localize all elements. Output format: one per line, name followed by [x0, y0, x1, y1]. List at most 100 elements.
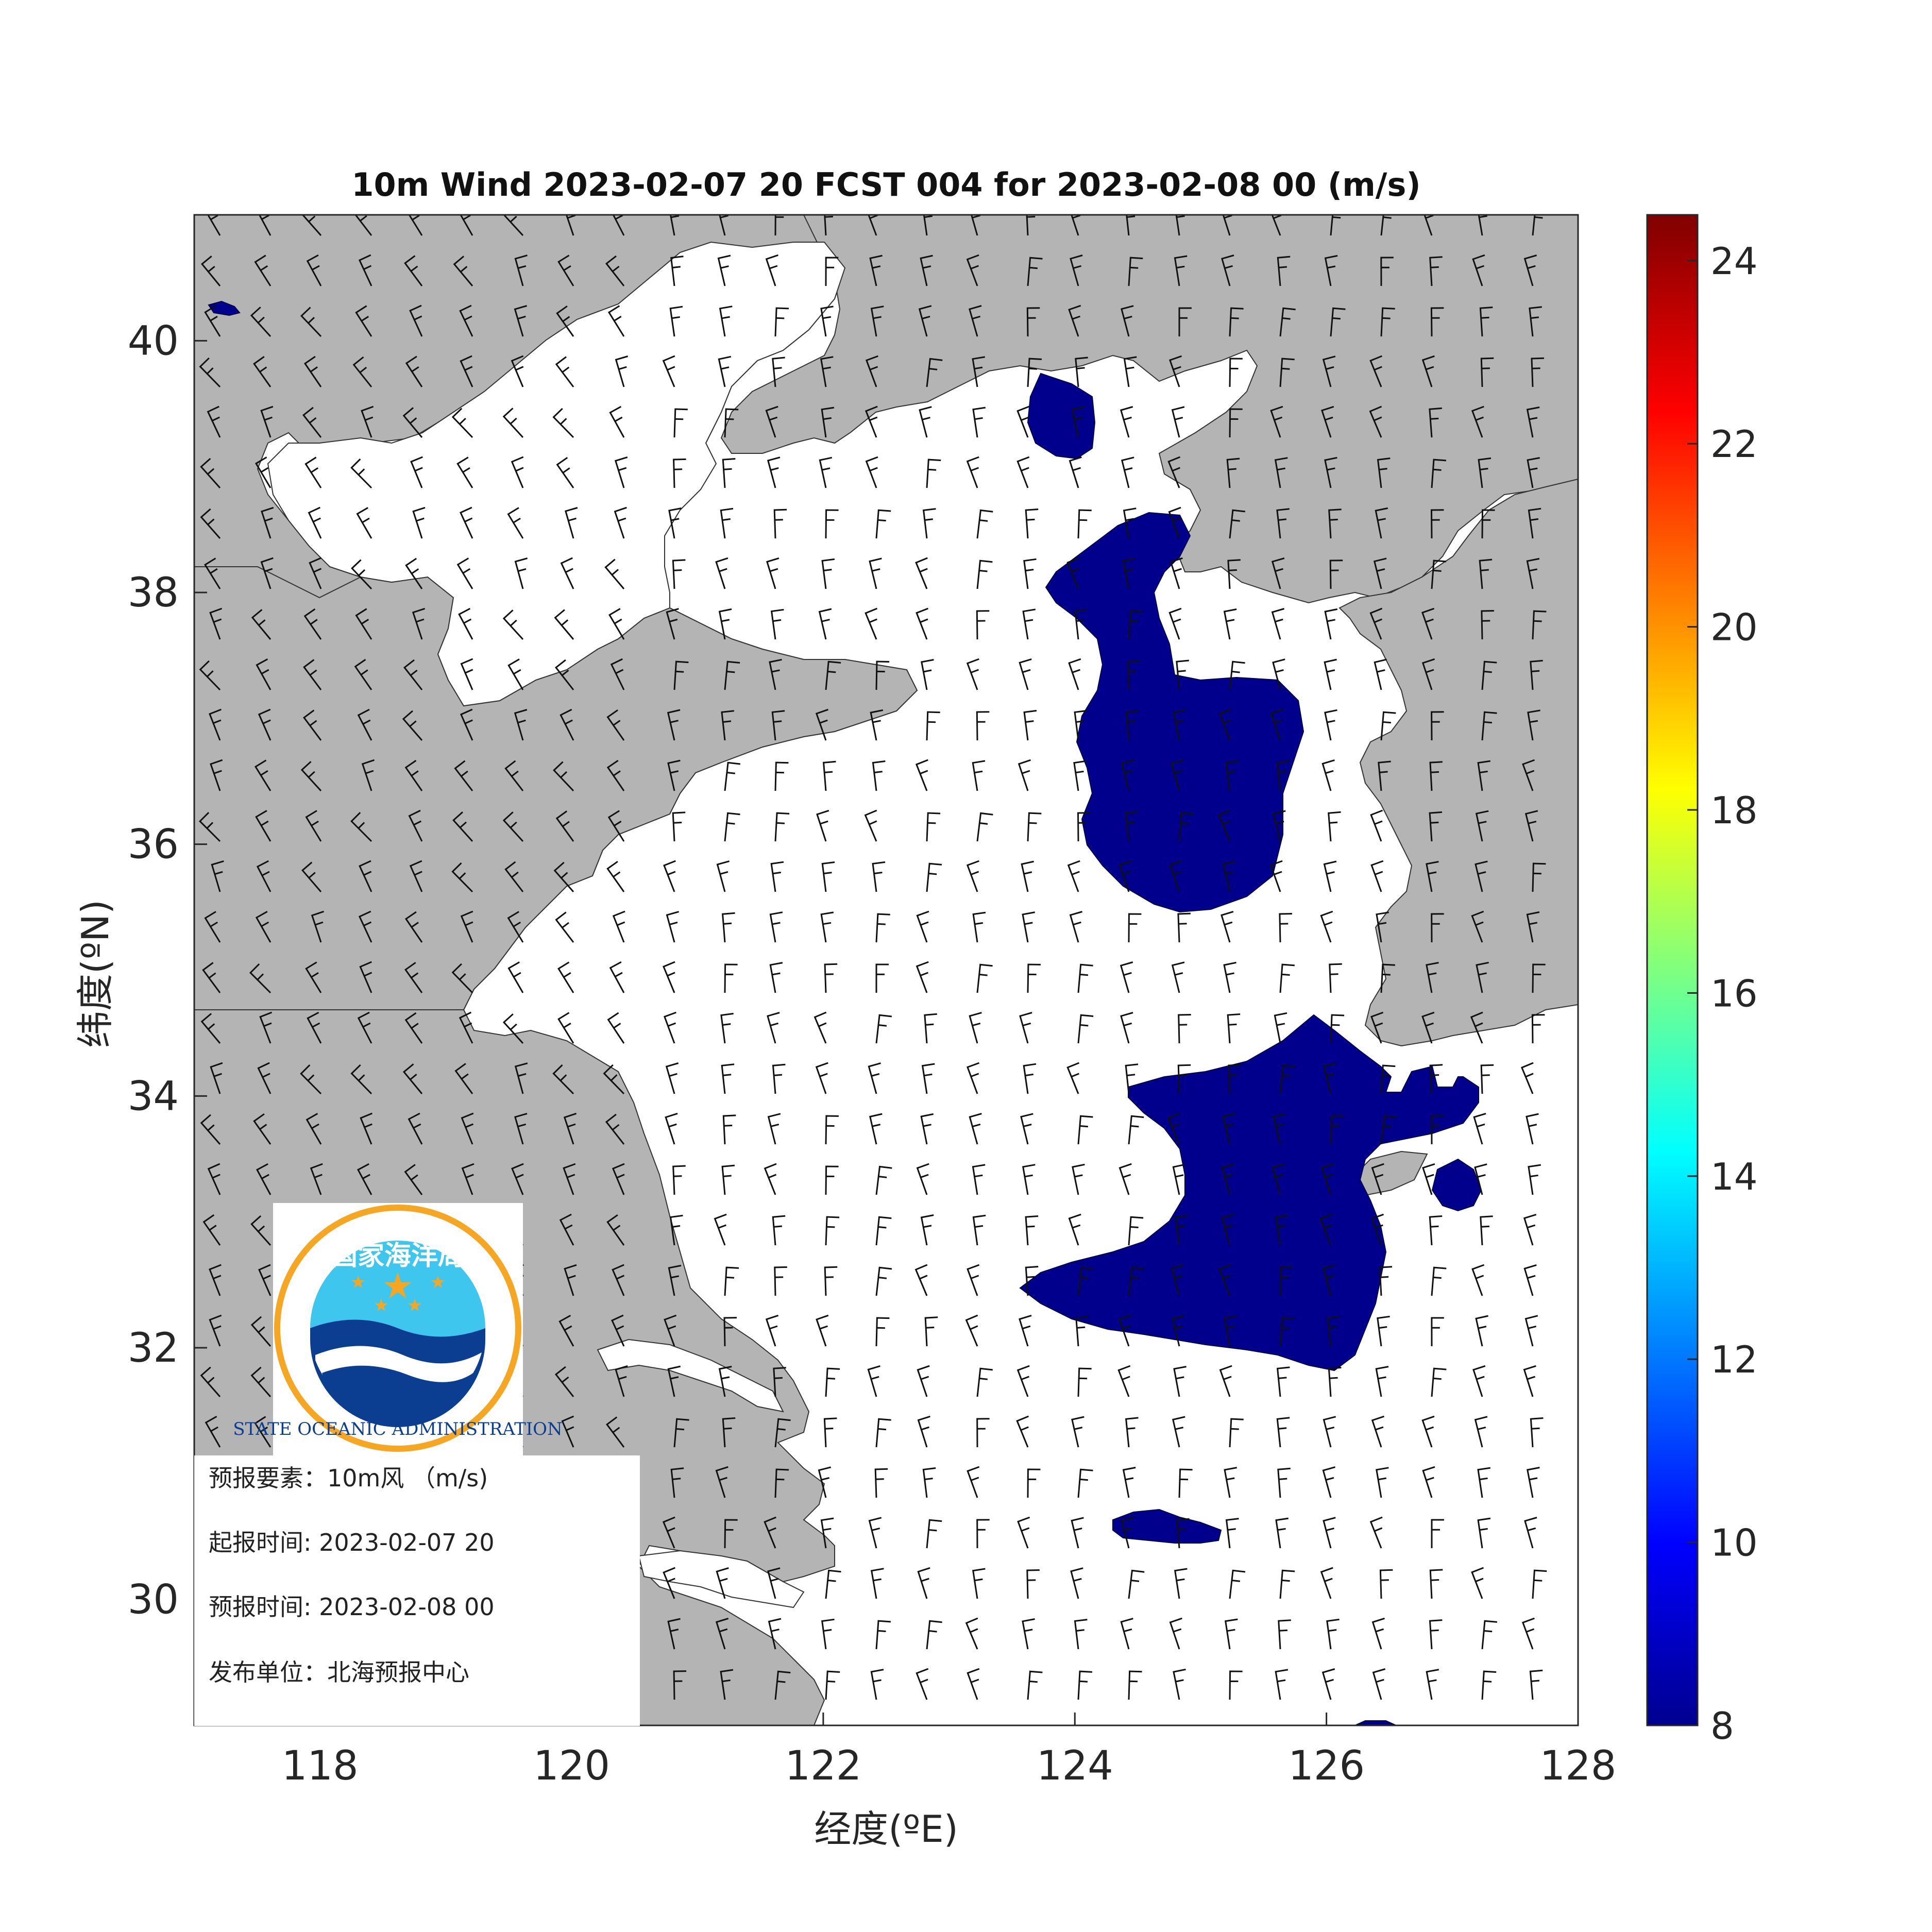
wind-barb	[1532, 862, 1546, 892]
wind-barb	[202, 1214, 221, 1246]
wind-barb	[507, 658, 524, 690]
wind-barb	[1118, 1163, 1132, 1195]
wind-barb	[825, 1165, 839, 1195]
wind-barb	[1477, 1467, 1491, 1498]
wind-barb	[976, 812, 993, 842]
wind-barb	[603, 1064, 625, 1095]
wind-barb	[967, 1264, 980, 1296]
wind-barb	[1371, 1617, 1385, 1650]
wind-barb	[606, 709, 625, 741]
wind-barb	[1473, 1112, 1486, 1145]
wind-barb	[607, 1012, 625, 1044]
wind-barb	[821, 861, 835, 892]
wind-barb	[1275, 1669, 1289, 1700]
wind-barb	[1223, 608, 1237, 640]
wind-barb	[1475, 810, 1489, 842]
wind-barb	[1429, 256, 1443, 286]
wind-barb	[360, 1112, 372, 1145]
wind-barb	[409, 304, 423, 337]
wind-barb	[1229, 307, 1244, 337]
wind-barb	[1223, 961, 1236, 993]
wind-barb	[666, 911, 680, 943]
wind-barb	[1530, 659, 1543, 690]
wind-barb	[1327, 1316, 1340, 1347]
wind-barb	[1321, 759, 1335, 791]
wind-barb	[199, 357, 221, 388]
wind-barb	[1475, 1315, 1488, 1347]
wind-barb	[673, 1670, 687, 1700]
wind-barb	[358, 910, 372, 943]
info-element: 预报要素：10m风 （m/s)	[209, 1464, 488, 1492]
wind-barb	[825, 1115, 839, 1145]
colorbar-tick-label: 12	[1710, 1338, 1758, 1381]
wind-barb	[607, 305, 625, 337]
wind-barb	[1374, 658, 1387, 690]
info-issue-time: 起报时间: 2023-02-07 20	[209, 1529, 495, 1556]
wind-barb	[300, 307, 322, 337]
wind-barb	[1431, 1266, 1447, 1296]
wind-barb	[816, 809, 829, 842]
wind-barb	[503, 215, 524, 236]
wind-barb	[1276, 1366, 1290, 1397]
wind-barb	[1068, 658, 1081, 690]
wind-barb	[773, 509, 787, 539]
wind-barb	[261, 506, 274, 539]
wind-barb	[451, 963, 473, 994]
wind-barb	[1070, 1567, 1083, 1599]
wind-barb	[926, 862, 942, 892]
wind-barb	[1121, 305, 1134, 337]
wind-barb	[1120, 1012, 1133, 1044]
logo-en-text: STATE OCEANIC ADMINISTRATION	[233, 1419, 563, 1439]
wind-barb	[1069, 456, 1082, 488]
wind-barb	[920, 1113, 934, 1145]
wind-barb	[1229, 358, 1243, 387]
high-wind-blob-3	[1019, 1014, 1479, 1371]
wind-barb	[1426, 861, 1439, 892]
wind-barb	[555, 911, 574, 943]
wind-barb	[1279, 1266, 1293, 1296]
wind-barb	[724, 812, 740, 842]
wind-barb	[1471, 1264, 1485, 1296]
wind-barb	[976, 711, 990, 741]
wind-barb	[717, 255, 731, 286]
wind-barb	[724, 408, 739, 438]
wind-barb	[1321, 405, 1334, 438]
wind-barb	[563, 1112, 577, 1145]
wind-barb	[1480, 1215, 1493, 1246]
wind-barb	[555, 810, 574, 842]
wind-barb	[773, 1367, 786, 1397]
wind-barb	[875, 1266, 892, 1296]
wind-barb	[1269, 860, 1283, 892]
y-tick-label: 30	[128, 1577, 179, 1623]
wind-barb	[200, 457, 221, 488]
wind-barb	[965, 1314, 978, 1347]
wind-barb	[305, 961, 322, 993]
wind-barb	[1172, 1315, 1185, 1347]
wind-barb	[720, 1669, 734, 1700]
wind-barb	[765, 254, 778, 286]
wind-barb	[1323, 1264, 1336, 1296]
wind-barb	[1018, 759, 1031, 791]
wind-barb	[966, 254, 979, 286]
wind-barb	[612, 1163, 625, 1195]
wind-barb	[667, 1365, 681, 1397]
wind-barb	[1431, 459, 1447, 488]
wind-barb	[1279, 1569, 1295, 1599]
wind-barb	[869, 1113, 883, 1145]
wind-barb	[565, 507, 578, 539]
wind-barb	[200, 1013, 221, 1044]
wind-barb	[1125, 710, 1139, 741]
wind-barb	[352, 356, 372, 387]
wind-barb	[310, 1163, 323, 1195]
wind-barb	[1271, 557, 1285, 589]
wind-barb	[255, 810, 272, 842]
wind-barb	[355, 305, 372, 337]
wind-barb	[1227, 1013, 1241, 1044]
wind-barb	[1278, 1619, 1291, 1650]
wind-barb	[605, 255, 625, 286]
logo-wave-3	[322, 1365, 477, 1420]
wind-barb	[1321, 1163, 1334, 1195]
wind-barb	[250, 1366, 272, 1397]
wind-barb	[969, 1012, 982, 1044]
wind-barb	[1431, 913, 1444, 943]
